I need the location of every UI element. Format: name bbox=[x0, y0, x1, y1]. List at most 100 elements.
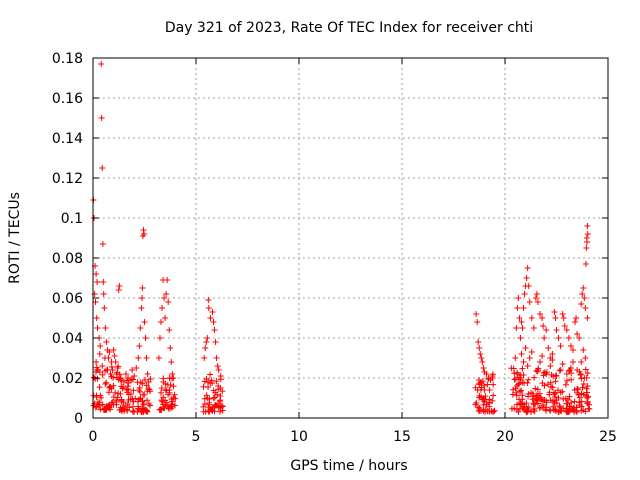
plot-frame bbox=[92, 57, 609, 419]
data-point bbox=[170, 375, 177, 381]
data-point bbox=[138, 407, 145, 414]
chart-title: Day 321 of 2023, Rate Of TEC Index for r… bbox=[165, 20, 533, 36]
data-point bbox=[528, 315, 535, 321]
data-point bbox=[520, 404, 527, 411]
data-point bbox=[143, 355, 150, 361]
data-point bbox=[96, 351, 103, 357]
data-point bbox=[200, 403, 207, 410]
data-point bbox=[562, 381, 569, 388]
data-point bbox=[117, 375, 124, 381]
data-point bbox=[135, 403, 142, 410]
data-point bbox=[130, 408, 137, 415]
data-point bbox=[476, 345, 483, 351]
data-point bbox=[475, 339, 482, 345]
data-point bbox=[99, 363, 106, 369]
data-point bbox=[574, 367, 581, 373]
data-point bbox=[211, 394, 218, 401]
y-tick-label: 0.1 bbox=[61, 211, 83, 227]
data-point bbox=[531, 405, 538, 412]
data-point bbox=[539, 398, 546, 405]
data-point bbox=[572, 319, 579, 325]
data-point bbox=[519, 325, 526, 331]
data-point bbox=[169, 371, 176, 377]
data-point bbox=[131, 373, 138, 379]
data-point bbox=[532, 385, 539, 392]
data-point bbox=[103, 339, 110, 345]
data-point bbox=[475, 404, 482, 411]
data-point bbox=[201, 400, 208, 407]
data-point bbox=[520, 359, 527, 365]
data-point bbox=[541, 335, 548, 341]
data-point bbox=[523, 400, 530, 407]
data-point bbox=[200, 383, 207, 390]
data-point bbox=[141, 319, 148, 325]
data-point bbox=[532, 295, 539, 301]
data-point bbox=[576, 394, 583, 401]
data-point bbox=[110, 374, 117, 381]
data-point bbox=[524, 265, 531, 271]
data-point bbox=[162, 386, 169, 393]
data-point bbox=[142, 376, 149, 383]
data-point bbox=[571, 386, 578, 393]
data-point bbox=[545, 345, 552, 351]
data-point bbox=[548, 371, 555, 378]
data-point bbox=[205, 408, 212, 415]
data-point bbox=[122, 402, 129, 409]
data-point bbox=[516, 388, 523, 395]
data-point bbox=[489, 375, 496, 381]
data-point bbox=[164, 277, 171, 283]
data-point bbox=[558, 408, 565, 415]
data-point bbox=[217, 373, 224, 379]
data-point bbox=[116, 283, 123, 289]
data-point bbox=[509, 391, 516, 398]
x-tick-label: 25 bbox=[599, 429, 617, 445]
data-point bbox=[96, 384, 103, 391]
data-point bbox=[218, 402, 225, 409]
data-point bbox=[159, 305, 166, 311]
data-point bbox=[579, 384, 586, 391]
data-point bbox=[522, 345, 529, 351]
data-point bbox=[521, 291, 528, 297]
data-point bbox=[97, 343, 104, 349]
data-point bbox=[95, 367, 102, 373]
data-point bbox=[166, 389, 173, 396]
data-point bbox=[127, 377, 134, 383]
data-point bbox=[569, 359, 576, 365]
data-point bbox=[567, 343, 574, 349]
data-point bbox=[101, 305, 108, 311]
data-point bbox=[543, 327, 550, 333]
data-point bbox=[549, 357, 556, 363]
data-point bbox=[516, 315, 523, 321]
data-point bbox=[511, 405, 518, 412]
data-point bbox=[562, 395, 569, 402]
data-point bbox=[586, 401, 593, 408]
data-point bbox=[578, 390, 585, 397]
data-point bbox=[217, 408, 224, 415]
data-point bbox=[131, 408, 138, 415]
data-point bbox=[474, 387, 481, 394]
data-point bbox=[101, 355, 108, 361]
data-point bbox=[112, 359, 119, 365]
data-point bbox=[110, 394, 117, 401]
data-point bbox=[124, 389, 131, 396]
data-point bbox=[539, 353, 546, 359]
data-point bbox=[481, 396, 488, 403]
data-point bbox=[517, 375, 524, 382]
data-point bbox=[96, 399, 103, 406]
data-point bbox=[207, 371, 214, 378]
data-point bbox=[565, 335, 572, 341]
data-point bbox=[97, 392, 104, 399]
data-point bbox=[526, 299, 533, 305]
data-point bbox=[98, 61, 105, 67]
data-point bbox=[130, 387, 137, 394]
data-point bbox=[566, 393, 573, 400]
data-point bbox=[479, 378, 486, 385]
data-point bbox=[518, 319, 525, 325]
data-point bbox=[159, 398, 166, 405]
data-point bbox=[209, 380, 216, 387]
data-point bbox=[102, 325, 109, 331]
data-point bbox=[478, 394, 485, 401]
data-point bbox=[214, 363, 221, 369]
data-point bbox=[206, 396, 213, 403]
data-point bbox=[91, 400, 98, 407]
